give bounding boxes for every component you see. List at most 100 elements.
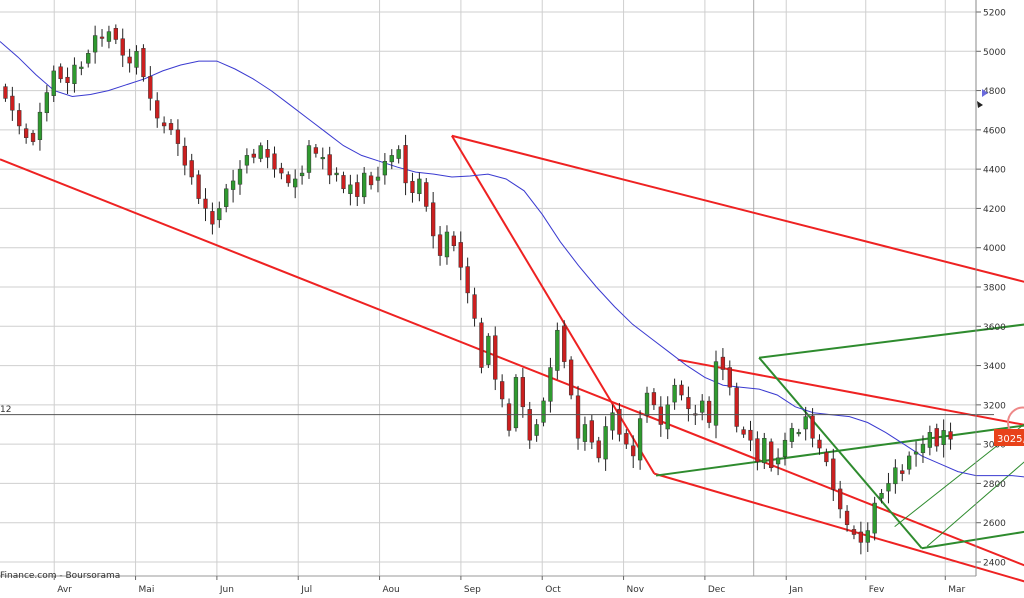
x-tick-label: Nov: [627, 585, 645, 594]
candle-down: [479, 322, 484, 368]
candle-up: [803, 416, 808, 430]
candle-down: [734, 387, 739, 427]
candle-up: [796, 432, 801, 435]
y-tick-label: 3600: [983, 323, 1006, 333]
candle-up: [907, 455, 912, 470]
hline-left-label: 12: [0, 405, 11, 415]
candle-up: [106, 31, 112, 42]
candle-down: [431, 202, 436, 237]
candle-down: [451, 235, 457, 247]
candle-up: [872, 502, 877, 534]
candle-up: [244, 155, 250, 166]
y-tick-label: 4800: [983, 87, 1006, 97]
candle-down: [23, 128, 29, 138]
candle-up: [879, 493, 884, 499]
candle-down: [196, 174, 201, 199]
candle-up: [348, 184, 353, 194]
candle-up: [389, 155, 394, 163]
candle-up: [51, 70, 56, 96]
candle-down: [617, 408, 622, 435]
candle-down: [658, 406, 663, 425]
candle-down: [589, 420, 594, 443]
candle-up: [541, 400, 546, 423]
candle-up: [44, 92, 49, 114]
y-tick-label: 5000: [983, 48, 1006, 58]
candle-down: [210, 211, 215, 225]
candle-down: [286, 174, 291, 184]
x-tick-label: Mai: [139, 585, 155, 594]
candle-down: [99, 36, 105, 39]
candle-up: [534, 424, 539, 436]
candle-down: [313, 147, 319, 154]
candle-up: [92, 35, 98, 53]
green_channel-trend-line: [655, 424, 1024, 477]
candle-down: [272, 153, 277, 170]
candle-down: [769, 441, 774, 468]
candle-down: [368, 175, 374, 186]
moving-average-line: [0, 41, 1024, 478]
candle-up: [603, 426, 608, 460]
candle-up: [927, 432, 933, 448]
candle-up: [396, 149, 401, 159]
candle-up: [362, 172, 367, 198]
candle-down: [458, 242, 463, 268]
candle-up: [237, 168, 243, 185]
candle-down: [755, 438, 760, 463]
candle-down: [58, 66, 63, 80]
candle-down: [424, 182, 429, 207]
candle-down: [355, 182, 360, 197]
candle-down: [113, 28, 118, 40]
candle-up: [444, 231, 450, 258]
x-axis: AvrMaiJunJulAouSepOctNovDecJanFevMarAvr: [0, 575, 976, 595]
candle-down: [506, 403, 512, 431]
candle-down: [575, 395, 581, 439]
axis-marker-triangle-icon: [982, 89, 988, 97]
cursor-arrow-icon: [977, 101, 983, 108]
red_channel-trend-line: [654, 472, 1024, 583]
candle-down: [934, 428, 939, 447]
candle-down: [824, 452, 829, 463]
candle-up: [789, 428, 795, 442]
candle-up: [86, 53, 91, 64]
candle-down: [127, 56, 132, 64]
candle-down: [727, 367, 732, 388]
candle-down: [10, 95, 15, 111]
candle-down: [465, 266, 470, 294]
candle-down: [679, 384, 684, 396]
candles: [3, 24, 953, 555]
candle-up: [72, 64, 77, 84]
candle-up: [513, 377, 519, 429]
candle-down: [182, 145, 187, 166]
candle-down: [403, 145, 408, 184]
candle-down: [900, 470, 905, 474]
red_channel-trend-line: [677, 358, 1024, 426]
candle-down: [65, 76, 70, 83]
x-tick-label: Oct: [545, 585, 561, 594]
candle-down: [148, 76, 153, 99]
candle-down: [120, 38, 125, 56]
candle-up: [134, 51, 139, 68]
y-tick-label: 3800: [983, 284, 1006, 294]
candle-down: [265, 149, 270, 158]
candle-down: [341, 175, 346, 190]
candle-up: [224, 188, 229, 207]
candle-down: [948, 431, 953, 440]
moving-average: [0, 41, 1024, 478]
candle-up: [486, 335, 491, 365]
x-tick-label: Jan: [788, 585, 803, 594]
candle-up: [610, 412, 615, 431]
candle-down: [279, 167, 284, 174]
candle-down: [168, 123, 174, 131]
candle-down: [720, 356, 726, 370]
candle-down: [527, 409, 532, 441]
candle-up: [79, 66, 84, 69]
candle-up: [299, 172, 305, 177]
y-tick-label: 3400: [983, 362, 1006, 372]
candle-up: [886, 483, 891, 492]
candle-down: [686, 397, 691, 410]
candle-up: [893, 467, 898, 485]
candle-up: [582, 424, 588, 442]
y-tick-label: 5200: [983, 9, 1006, 19]
